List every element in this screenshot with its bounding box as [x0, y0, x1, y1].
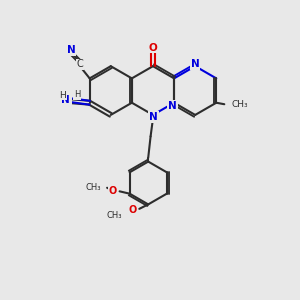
Text: H: H	[59, 91, 66, 100]
Text: CH₃: CH₃	[106, 211, 122, 220]
Text: CH₃: CH₃	[86, 183, 101, 192]
Text: N: N	[191, 59, 200, 69]
Text: O: O	[128, 205, 136, 215]
Text: O: O	[108, 186, 117, 196]
Text: O: O	[148, 43, 157, 53]
Text: N: N	[149, 112, 158, 122]
Text: C: C	[77, 59, 83, 69]
Text: H: H	[74, 90, 80, 99]
Text: =: =	[62, 96, 71, 106]
Text: N: N	[67, 45, 76, 55]
Text: N: N	[61, 95, 70, 105]
Text: N: N	[168, 101, 177, 111]
Text: CH₃: CH₃	[231, 100, 248, 109]
